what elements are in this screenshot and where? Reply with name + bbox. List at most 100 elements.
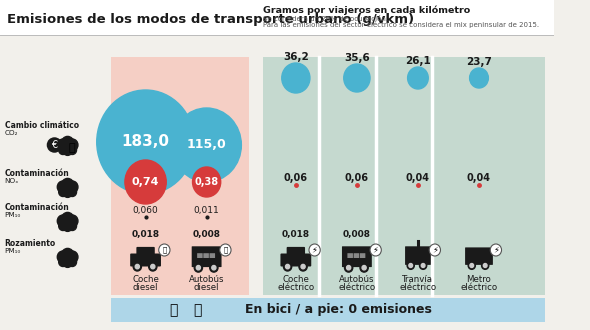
Circle shape <box>60 143 70 153</box>
Circle shape <box>219 244 231 256</box>
Circle shape <box>57 139 68 151</box>
Circle shape <box>60 219 70 229</box>
FancyBboxPatch shape <box>353 253 359 258</box>
Text: 🚴: 🚴 <box>193 303 201 317</box>
Circle shape <box>407 262 414 269</box>
Circle shape <box>58 257 67 267</box>
Text: ⛽: ⛽ <box>162 247 166 253</box>
Circle shape <box>57 215 68 227</box>
Text: ⚡: ⚡ <box>493 246 499 254</box>
Circle shape <box>470 264 474 268</box>
Text: ⛽: ⛽ <box>223 247 228 253</box>
Circle shape <box>63 257 73 267</box>
Text: 35,6: 35,6 <box>344 53 370 63</box>
Text: eléctrico: eléctrico <box>338 282 375 291</box>
Text: Rozamiento: Rozamiento <box>5 239 56 248</box>
Circle shape <box>65 143 76 153</box>
Text: 115,0: 115,0 <box>187 139 227 151</box>
Text: Autobús: Autobús <box>339 276 375 284</box>
FancyBboxPatch shape <box>342 246 372 267</box>
Circle shape <box>61 136 74 149</box>
Text: 26,1: 26,1 <box>405 56 431 66</box>
Text: 183,0: 183,0 <box>122 135 169 149</box>
Text: €: € <box>50 139 59 151</box>
Circle shape <box>61 213 74 226</box>
FancyBboxPatch shape <box>405 246 431 265</box>
Text: Para las emisiones del sector eléctrico se considera el mix peninsular de 2015.: Para las emisiones del sector eléctrico … <box>263 21 539 28</box>
Circle shape <box>65 219 76 229</box>
Circle shape <box>57 181 68 193</box>
FancyBboxPatch shape <box>111 298 545 322</box>
Circle shape <box>150 264 155 269</box>
Circle shape <box>149 262 157 271</box>
Circle shape <box>283 262 291 271</box>
Text: 0,06: 0,06 <box>284 173 308 183</box>
Circle shape <box>490 244 502 256</box>
Circle shape <box>65 255 76 265</box>
Text: diesel: diesel <box>133 282 158 291</box>
Text: 0,74: 0,74 <box>132 177 159 187</box>
FancyBboxPatch shape <box>204 253 209 258</box>
Circle shape <box>344 64 370 92</box>
Text: €: € <box>51 140 58 150</box>
FancyBboxPatch shape <box>465 248 493 265</box>
Circle shape <box>301 264 305 269</box>
Text: 0,04: 0,04 <box>467 173 491 183</box>
Circle shape <box>68 146 77 154</box>
FancyBboxPatch shape <box>360 253 365 258</box>
Circle shape <box>67 181 78 193</box>
Circle shape <box>67 139 78 151</box>
Text: Coche: Coche <box>283 276 309 284</box>
FancyBboxPatch shape <box>192 246 222 267</box>
Circle shape <box>409 264 412 268</box>
Circle shape <box>345 263 353 272</box>
Circle shape <box>97 90 195 194</box>
Circle shape <box>67 251 78 263</box>
Circle shape <box>286 264 290 269</box>
Text: 0,04: 0,04 <box>406 173 430 183</box>
Circle shape <box>67 215 78 227</box>
Text: PM₁₀: PM₁₀ <box>5 212 21 218</box>
Text: Gramos por viajeros en cada kilómetro: Gramos por viajeros en cada kilómetro <box>263 5 470 15</box>
FancyBboxPatch shape <box>348 253 353 258</box>
Text: Emisiones de los modos de transporte urbano (g/vkm): Emisiones de los modos de transporte urb… <box>6 13 414 25</box>
Text: eléctrico: eléctrico <box>277 282 314 291</box>
Circle shape <box>370 244 381 256</box>
Circle shape <box>65 185 76 195</box>
Circle shape <box>309 244 320 256</box>
Circle shape <box>194 263 202 272</box>
Text: 0,38: 0,38 <box>195 177 219 187</box>
Text: 0,011: 0,011 <box>194 206 219 214</box>
Circle shape <box>429 244 441 256</box>
Text: eléctrico: eléctrico <box>399 282 437 291</box>
Text: Cambio climático: Cambio climático <box>5 120 79 129</box>
Circle shape <box>408 67 428 89</box>
Circle shape <box>209 263 218 272</box>
Text: 0,018: 0,018 <box>282 230 310 240</box>
Circle shape <box>196 266 201 270</box>
Text: Coche: Coche <box>132 276 159 284</box>
Circle shape <box>68 257 77 267</box>
Text: Metro: Metro <box>467 276 491 284</box>
Circle shape <box>172 108 241 182</box>
FancyBboxPatch shape <box>209 253 215 258</box>
FancyBboxPatch shape <box>130 253 161 267</box>
Circle shape <box>282 63 310 93</box>
Circle shape <box>470 68 489 88</box>
Circle shape <box>63 145 73 155</box>
FancyBboxPatch shape <box>0 35 111 295</box>
Circle shape <box>60 185 70 195</box>
Circle shape <box>63 220 73 231</box>
Text: Contaminación: Contaminación <box>5 169 70 178</box>
Circle shape <box>61 248 74 262</box>
Text: diesel: diesel <box>194 282 219 291</box>
FancyBboxPatch shape <box>197 253 203 258</box>
Text: ⚡: ⚡ <box>432 246 438 254</box>
Circle shape <box>125 160 166 204</box>
Text: ⚡: ⚡ <box>312 246 317 254</box>
Circle shape <box>61 179 74 192</box>
FancyBboxPatch shape <box>111 57 249 295</box>
Circle shape <box>212 266 216 270</box>
Text: Autobús: Autobús <box>189 276 224 284</box>
FancyBboxPatch shape <box>280 253 312 267</box>
